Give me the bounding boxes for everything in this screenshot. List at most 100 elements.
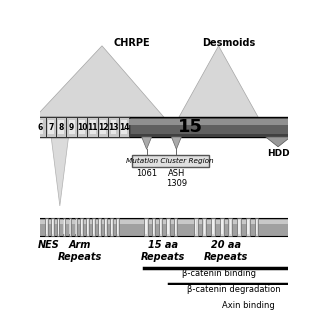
Bar — [204, 220, 205, 234]
Text: 15: 15 — [178, 118, 203, 136]
Bar — [228, 218, 232, 236]
Bar — [220, 218, 224, 236]
Bar — [63, 218, 65, 236]
Bar — [57, 218, 60, 236]
Bar — [237, 218, 241, 236]
Polygon shape — [51, 137, 68, 206]
Bar — [63, 220, 65, 234]
Bar — [145, 220, 147, 234]
Bar — [111, 220, 112, 234]
Text: ASH
1309: ASH 1309 — [166, 169, 187, 188]
Bar — [48, 120, 54, 134]
Bar — [246, 218, 250, 236]
Bar — [81, 220, 82, 234]
Bar — [46, 220, 47, 234]
Text: β-catenin degradation: β-catenin degradation — [187, 285, 280, 294]
Bar — [90, 120, 95, 134]
Bar — [129, 117, 293, 137]
Bar — [221, 220, 222, 234]
Text: Mutation Cluster Region: Mutation Cluster Region — [126, 158, 214, 164]
Text: 6: 6 — [38, 123, 43, 132]
Bar — [87, 117, 98, 137]
Bar — [35, 218, 293, 236]
Bar — [195, 220, 196, 234]
Polygon shape — [142, 137, 152, 149]
Text: HDD: HDD — [267, 149, 289, 158]
Bar — [254, 218, 259, 236]
Bar — [174, 218, 177, 236]
Bar — [79, 120, 85, 134]
Polygon shape — [172, 137, 181, 149]
FancyBboxPatch shape — [132, 156, 209, 166]
Text: 9: 9 — [69, 123, 74, 132]
Text: 1061: 1061 — [136, 169, 157, 178]
Bar — [238, 220, 240, 234]
Text: β-catenin binding: β-catenin binding — [181, 269, 256, 278]
Bar — [159, 218, 162, 236]
Bar — [153, 220, 154, 234]
Bar — [80, 218, 83, 236]
Text: Arm
Repeats: Arm Repeats — [58, 240, 102, 262]
Bar — [35, 117, 129, 137]
Bar — [194, 218, 198, 236]
Text: 7: 7 — [48, 123, 53, 132]
Bar — [211, 218, 215, 236]
Bar — [110, 218, 113, 236]
Bar — [256, 220, 257, 234]
Bar — [92, 218, 95, 236]
Bar — [129, 134, 293, 137]
Bar — [58, 120, 64, 134]
Bar — [203, 218, 206, 236]
Bar — [111, 120, 116, 134]
Bar — [68, 218, 71, 236]
Bar — [119, 117, 129, 137]
Bar — [45, 117, 56, 137]
Bar — [93, 220, 94, 234]
Bar — [45, 218, 48, 236]
Bar — [69, 120, 75, 134]
Bar — [52, 220, 53, 234]
Text: Axin binding: Axin binding — [222, 301, 275, 310]
Bar — [160, 220, 161, 234]
Bar — [69, 220, 70, 234]
Bar — [144, 218, 148, 236]
Bar — [116, 218, 119, 236]
Text: NES: NES — [37, 240, 59, 251]
Bar — [98, 117, 108, 137]
Bar — [56, 117, 67, 137]
Bar — [100, 120, 106, 134]
Bar — [152, 218, 155, 236]
Bar — [86, 218, 89, 236]
Bar — [87, 220, 88, 234]
Text: 14: 14 — [119, 123, 129, 132]
Bar — [230, 220, 231, 234]
Bar — [105, 220, 106, 234]
Bar — [175, 220, 176, 234]
Bar — [35, 220, 293, 224]
Polygon shape — [179, 46, 258, 117]
Bar — [247, 220, 249, 234]
Bar — [75, 220, 76, 234]
Bar — [67, 117, 77, 137]
Bar — [51, 218, 53, 236]
Text: 8: 8 — [59, 123, 64, 132]
Bar — [104, 218, 107, 236]
Bar — [75, 218, 77, 236]
Bar — [58, 220, 59, 234]
Text: 12: 12 — [98, 123, 108, 132]
Bar — [37, 120, 43, 134]
Polygon shape — [266, 137, 291, 147]
Text: 10: 10 — [77, 123, 87, 132]
Text: Desmoids: Desmoids — [202, 38, 255, 48]
Text: 13: 13 — [108, 123, 119, 132]
Polygon shape — [35, 46, 164, 117]
Text: 20 aa
Repeats: 20 aa Repeats — [204, 240, 248, 262]
Bar — [167, 220, 169, 234]
Bar — [99, 220, 100, 234]
Bar — [108, 117, 119, 137]
Bar — [98, 218, 101, 236]
Bar — [121, 120, 127, 134]
Bar — [77, 117, 87, 137]
Text: CHRPE: CHRPE — [114, 38, 150, 48]
Bar — [212, 220, 214, 234]
